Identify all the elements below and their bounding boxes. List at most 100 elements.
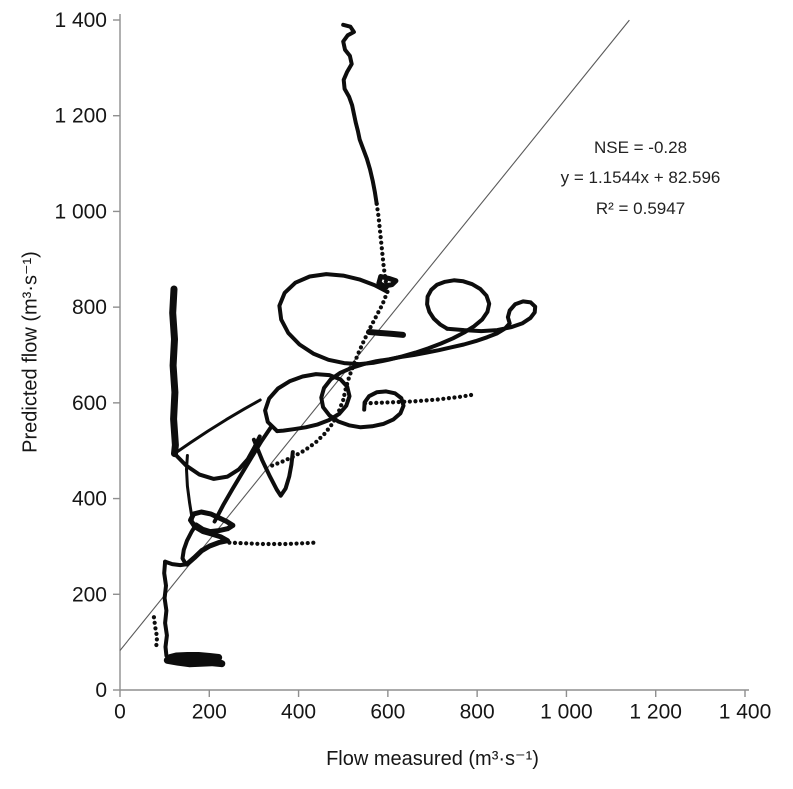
trajectory-dot	[418, 398, 424, 403]
trajectory-dot	[322, 431, 327, 437]
trajectory-dot	[383, 294, 388, 300]
trajectory-dot	[371, 320, 376, 325]
trajectory-dot	[379, 240, 384, 245]
trajectory-dot	[381, 300, 386, 305]
trajectory-dot	[368, 325, 373, 330]
trajectory-dot	[377, 223, 382, 229]
trajectory-dot	[368, 401, 373, 406]
trajectory-dot	[294, 541, 299, 546]
trajectory-dot	[383, 279, 388, 284]
trajectory-dot	[457, 394, 463, 399]
trajectory-stroke	[251, 437, 295, 498]
trajectory-dot	[311, 540, 316, 545]
trajectory-dot	[329, 423, 334, 428]
trajectory-dot	[463, 393, 468, 399]
trajectory-dot	[348, 371, 353, 376]
trajectory-dot	[435, 397, 440, 402]
trajectory-dot	[314, 439, 319, 444]
trajectory-dot	[396, 399, 401, 405]
trajectory-stroke	[366, 329, 406, 338]
trajectory-dot	[363, 335, 368, 340]
x-tick-label: 800	[460, 700, 495, 723]
y-tick-label: 400	[72, 488, 107, 511]
trajectory-dot	[300, 541, 305, 546]
trajectory-dot	[374, 400, 379, 405]
trajectory-dot	[407, 399, 412, 404]
trajectory-stroke	[185, 454, 194, 522]
trajectory-dot	[305, 446, 310, 451]
trajectory-stroke	[162, 559, 169, 658]
trajectory-dot	[377, 229, 383, 234]
trajectory-dot	[318, 435, 323, 441]
trajectory-dot	[283, 541, 288, 547]
trajectory-dot	[375, 207, 380, 212]
trajectory-stroke	[169, 285, 179, 458]
x-axis-title: Flow measured (m³·s⁻¹)	[326, 748, 539, 770]
nse-value: NSE = -0.28	[593, 138, 688, 157]
trajectory-dot	[325, 427, 330, 432]
trajectory-dot	[374, 201, 379, 206]
trajectory-dot	[272, 541, 277, 547]
trajectory-stroke	[212, 425, 273, 524]
trajectory-dot	[232, 540, 238, 545]
y-tick-label: 0	[95, 679, 107, 702]
y-tick-label: 1 200	[54, 105, 107, 128]
trajectory-dot	[288, 541, 294, 546]
trajectory-dot	[402, 399, 407, 404]
trajectory-dot	[341, 397, 346, 403]
trajectory-dot	[376, 310, 381, 315]
trajectory-dot	[152, 620, 157, 625]
trajectory-dot	[380, 257, 386, 262]
x-tick-label: 600	[370, 700, 405, 723]
trajectory-dot	[277, 541, 282, 547]
trajectory-stroke	[163, 652, 226, 668]
stats-annotation: NSE = -0.28 y = 1.1544x + 82.596 R² = 0.…	[548, 133, 733, 224]
trajectory-dot	[424, 398, 429, 403]
trajectory-dot	[275, 461, 280, 466]
trajectory-dot	[468, 392, 474, 398]
trajectory-dot	[280, 459, 285, 464]
trajectory-dot	[154, 642, 159, 648]
x-tick-label: 400	[281, 700, 316, 723]
trajectory-dot	[151, 615, 157, 620]
trajectory-dot	[441, 396, 446, 401]
y-tick-label: 600	[72, 392, 107, 415]
y-axis-title: Predicted flow (m³·s⁻¹)	[19, 251, 42, 453]
trajectory-dot	[430, 397, 435, 403]
trajectory-dot	[446, 396, 451, 401]
trajectory-dot	[373, 315, 378, 320]
trajectory-stroke	[277, 272, 492, 367]
trajectory-stroke	[376, 274, 399, 289]
trajectory-dot	[249, 541, 254, 546]
y-tick-label: 1 000	[54, 200, 107, 223]
x-tick-label: 1 200	[629, 700, 682, 723]
trajectory-dot	[452, 395, 457, 400]
trajectory-stroke	[173, 398, 262, 456]
trajectory-stroke	[319, 299, 538, 430]
trajectory-dot	[380, 251, 385, 256]
trajectory-dot	[154, 631, 159, 636]
trajectory-dot	[309, 443, 314, 448]
trajectory-dot	[413, 399, 418, 404]
x-tick-label: 0	[114, 700, 126, 723]
trajectory-dot	[295, 452, 300, 457]
trajectory-dot	[255, 541, 260, 546]
trajectory-stroke	[263, 372, 352, 434]
trajectory-dot	[354, 355, 359, 360]
trajectory-stroke	[341, 22, 379, 206]
trajectory-dot	[379, 400, 384, 405]
y-tick-label: 800	[72, 296, 107, 319]
y-tick-label: 1 400	[54, 9, 107, 32]
x-tick-label: 1 000	[540, 700, 593, 723]
trajectory-dot	[238, 540, 243, 546]
trajectory-dot	[244, 541, 249, 546]
trajectory-dot	[378, 305, 384, 310]
x-tick-label: 1 400	[719, 700, 772, 723]
trajectory-dot	[382, 268, 387, 273]
regression-equation: y = 1.1544x + 82.596	[560, 168, 721, 188]
trajectory-dot	[154, 637, 159, 642]
trajectory-dot	[339, 403, 344, 408]
trajectory-dot	[300, 449, 305, 454]
